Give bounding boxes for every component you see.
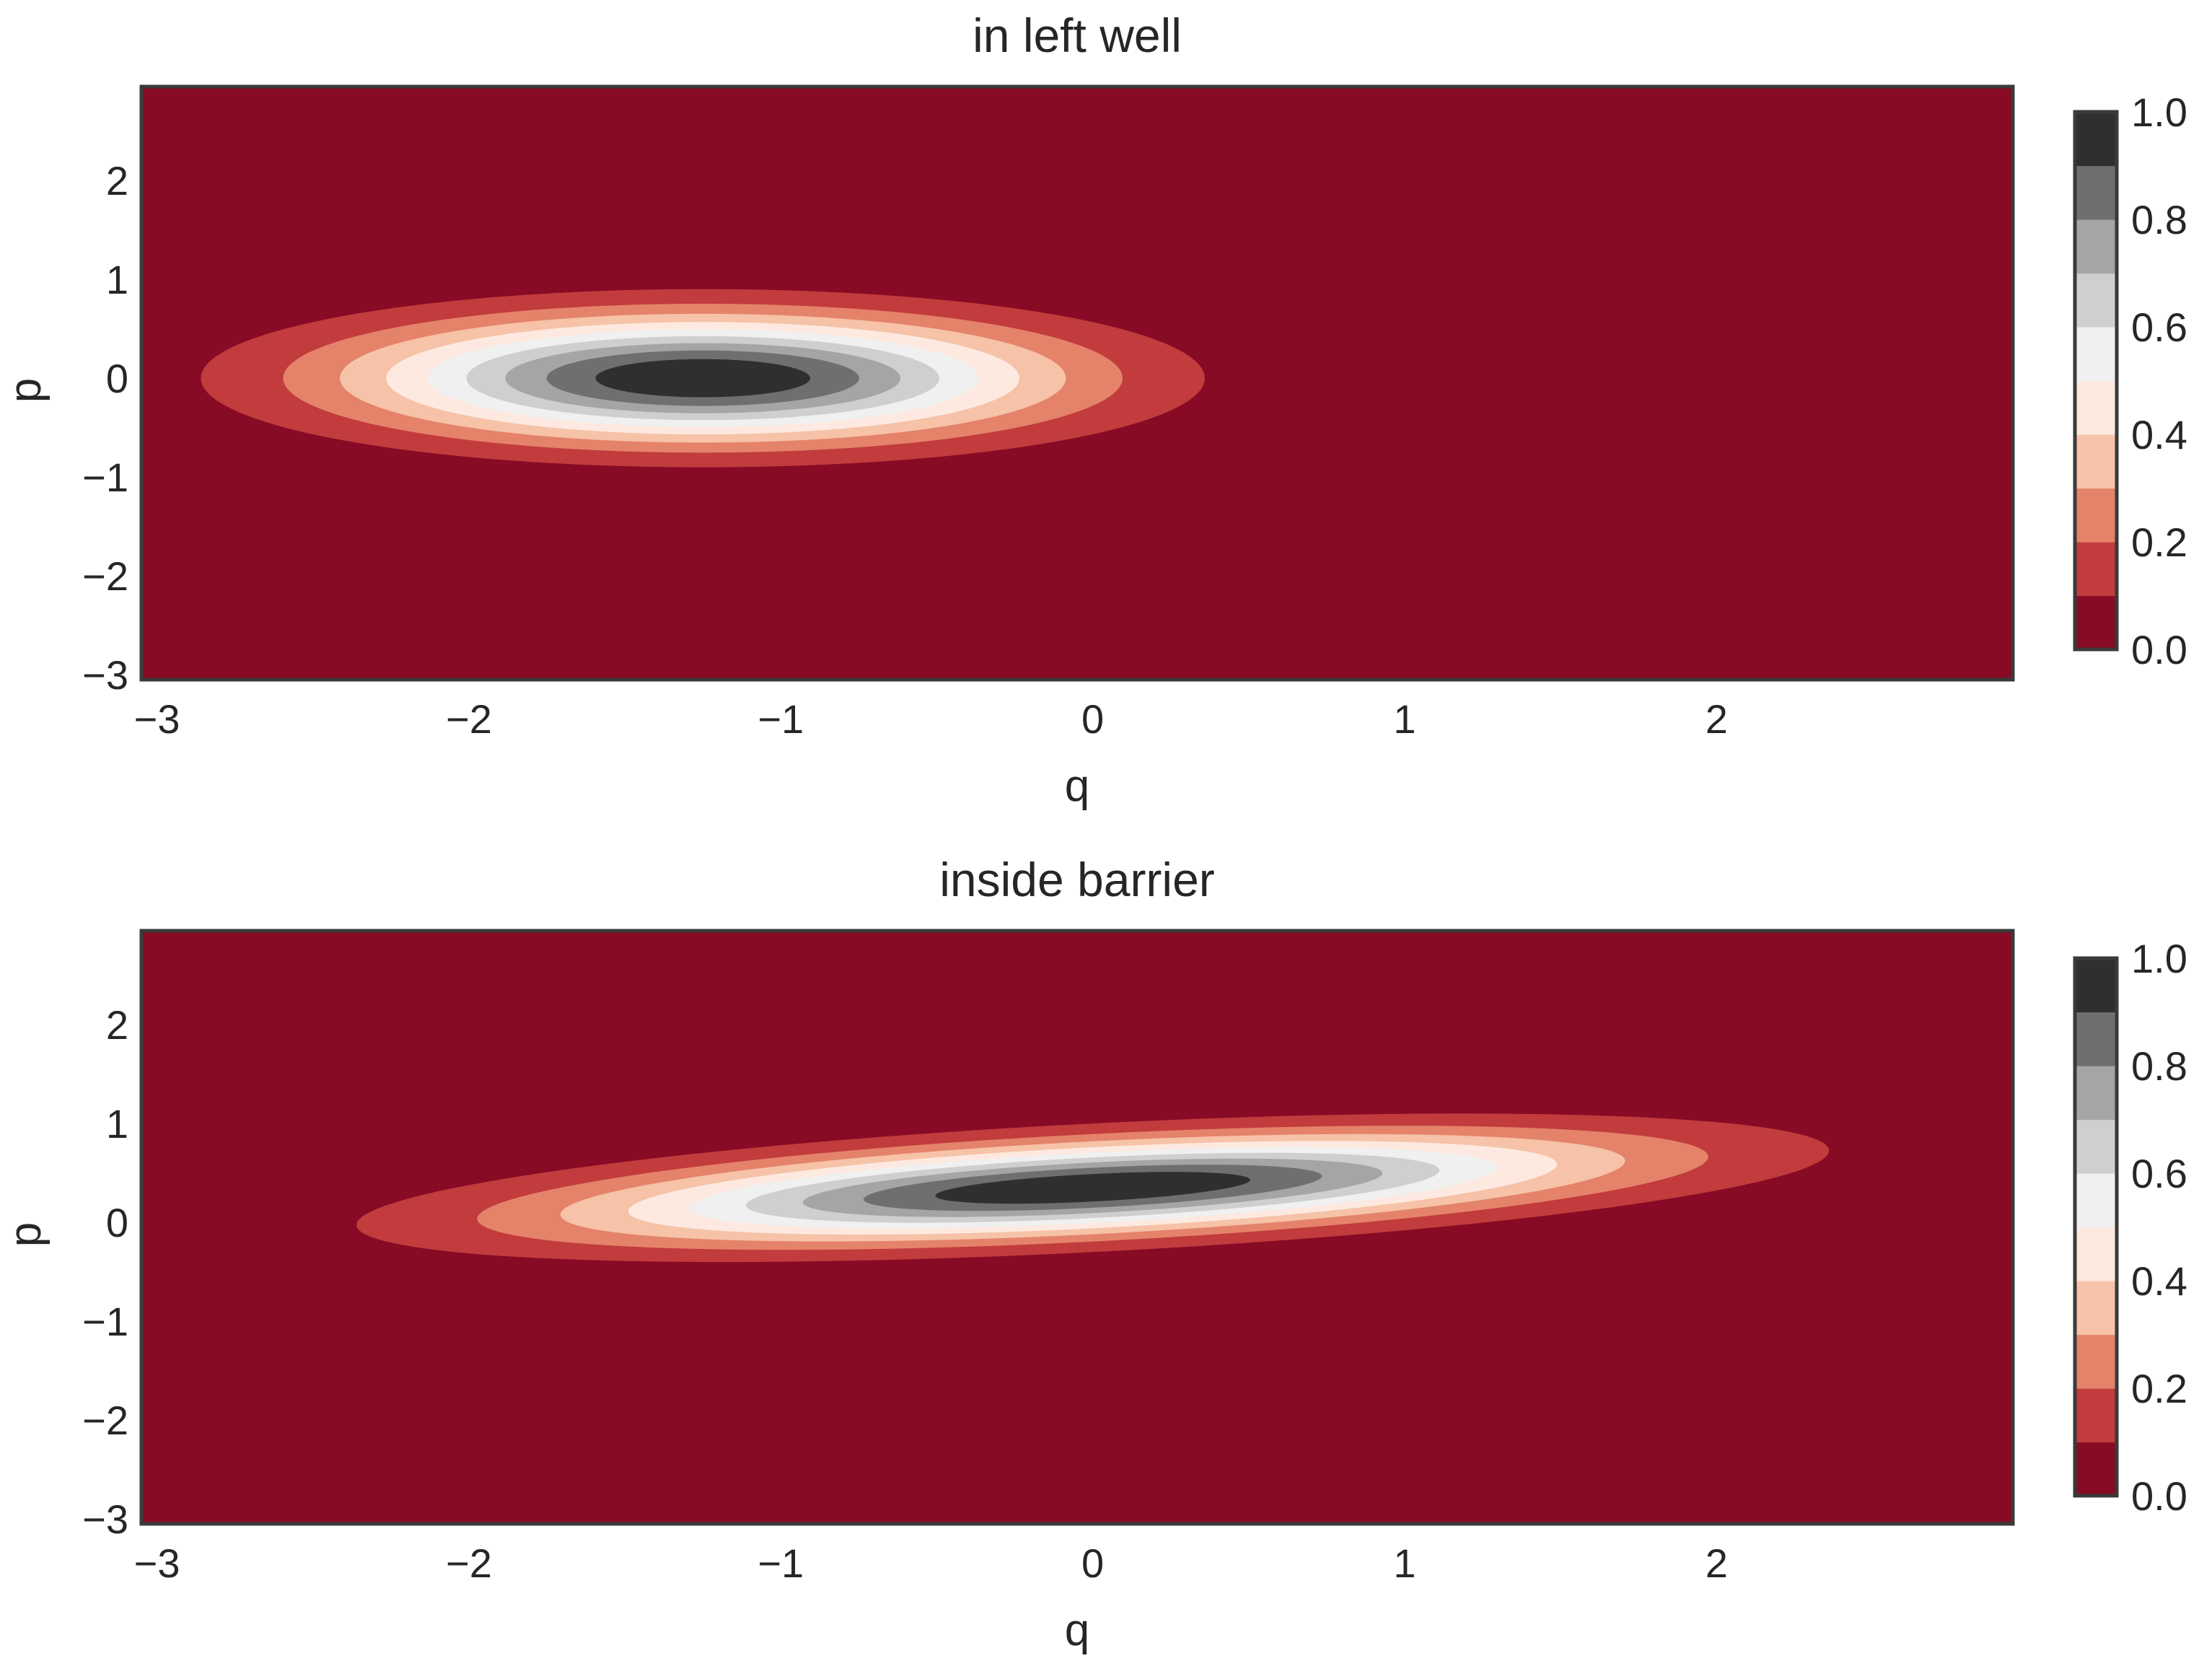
colorbar: 0.0 0.2 0.4 0.6 0.8 1.0 xyxy=(2073,936,2187,1519)
x-tick-label: 0 xyxy=(1081,1540,1104,1586)
x-tick-label: −2 xyxy=(446,1540,492,1586)
x-axis-label: q xyxy=(1065,761,1089,811)
x-tick-label: 2 xyxy=(1706,696,1728,742)
y-axis-label: p xyxy=(1,1222,51,1247)
colorbar: 0.0 0.2 0.4 0.6 0.8 1.0 xyxy=(2073,89,2187,672)
colorbar-frame xyxy=(2073,956,2119,1498)
colorbar-tick-label: 0.2 xyxy=(2131,1366,2187,1411)
chart-title: inside barrier xyxy=(939,853,1215,906)
colorbar-band xyxy=(2075,1119,2117,1174)
y-tick-label: 0 xyxy=(106,1200,128,1245)
colorbar-band xyxy=(2075,542,2117,597)
x-tick-label: −1 xyxy=(758,696,804,742)
y-tick-label: −2 xyxy=(82,1398,128,1443)
colorbar-tick-label: 0.8 xyxy=(2131,1043,2187,1089)
colorbar-band xyxy=(2075,380,2117,435)
colorbar-band xyxy=(2075,595,2117,650)
colorbar-band xyxy=(2075,488,2117,543)
y-tick-label: −2 xyxy=(82,553,128,599)
colorbar-band xyxy=(2075,1066,2117,1121)
colorbar-band xyxy=(2075,1442,2117,1496)
colorbar-tick-label: 0.0 xyxy=(2131,627,2187,672)
colorbar-tick-label: 0.6 xyxy=(2131,304,2187,350)
y-tick-label: −3 xyxy=(82,652,128,698)
colorbar-band xyxy=(2075,434,2117,489)
colorbar-tick-label: 0.0 xyxy=(2131,1473,2187,1519)
colorbar-frame xyxy=(2073,110,2119,652)
x-tick-label: −2 xyxy=(446,696,492,742)
chart-title: in left well xyxy=(973,9,1182,62)
colorbar-tick-label: 1.0 xyxy=(2131,89,2187,135)
colorbar-band xyxy=(2075,1334,2117,1389)
colorbar-band xyxy=(2075,958,2117,1013)
y-tick-label: −1 xyxy=(82,1299,128,1344)
y-tick-label: −1 xyxy=(82,455,128,500)
colorbar-band xyxy=(2075,1227,2117,1281)
contour-band-9 xyxy=(595,359,810,398)
x-tick-label: −3 xyxy=(134,696,180,742)
colorbar-band xyxy=(2075,327,2117,382)
y-tick-label: −3 xyxy=(82,1496,128,1542)
y-axis-label: p xyxy=(1,378,51,403)
contour-band-9 xyxy=(935,1172,1250,1204)
colorbar-band xyxy=(2075,165,2117,220)
y-tick-label: 2 xyxy=(106,1002,128,1048)
colorbar-band xyxy=(2075,219,2117,274)
colorbar-band xyxy=(2075,1281,2117,1336)
x-tick-label: 1 xyxy=(1393,696,1416,742)
x-axis-label: q xyxy=(1065,1605,1089,1655)
x-tick-label: 1 xyxy=(1393,1540,1416,1586)
colorbar-band xyxy=(2075,112,2117,167)
x-tick-label: 2 xyxy=(1706,1540,1728,1586)
colorbar-tick-label: 0.6 xyxy=(2131,1151,2187,1196)
x-tick-label: 0 xyxy=(1081,696,1104,742)
x-tick-label: −1 xyxy=(758,1540,804,1586)
plot-frame xyxy=(139,84,2015,682)
colorbar-tick-label: 0.4 xyxy=(2131,1258,2187,1304)
plot-frame xyxy=(139,929,2015,1526)
colorbar-tick-label: 0.4 xyxy=(2131,412,2187,457)
subplot-1: in left well−3 −2 −1 0 1 2q−3−2−1012p0.00.20.… xyxy=(1,9,2187,811)
colorbar-tick-label: 0.2 xyxy=(2131,519,2187,565)
y-tick-label: 0 xyxy=(106,356,128,401)
colorbar-tick-label: 0.8 xyxy=(2131,197,2187,242)
subplot-2: inside barrier −3 −2 −1 0 1 2 q −3 −2 −1 0 1 2 p 0.0 0.2… xyxy=(1,853,2187,1655)
colorbar-band xyxy=(2075,1012,2117,1066)
colorbar-band xyxy=(2075,273,2117,328)
y-tick-label: 2 xyxy=(106,158,128,203)
colorbar-tick-label: 1.0 xyxy=(2131,936,2187,981)
y-tick-label: 1 xyxy=(106,1101,128,1147)
x-tick-label: −3 xyxy=(134,1540,180,1586)
y-tick-label: 1 xyxy=(106,257,128,302)
colorbar-band xyxy=(2075,1173,2117,1228)
colorbar-band xyxy=(2075,1388,2117,1443)
